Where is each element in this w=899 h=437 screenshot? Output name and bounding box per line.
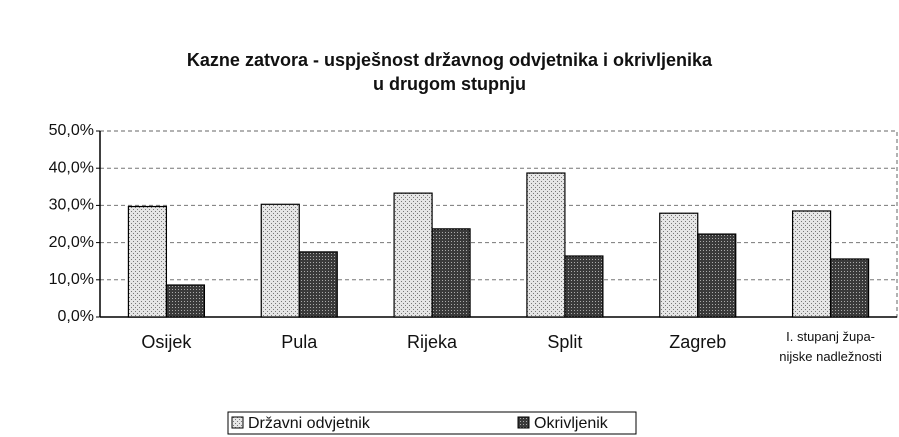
legend-swatch xyxy=(517,416,530,429)
x-tick-label: Pula xyxy=(281,332,318,352)
x-tick-label: Zagreb xyxy=(669,332,727,352)
x-tick-label: Osijek xyxy=(141,332,192,352)
bar xyxy=(393,192,433,318)
chart-title: Kazne zatvora - uspješnost državnog odvj… xyxy=(186,50,713,94)
x-tick-label: Rijeka xyxy=(407,332,458,352)
legend-box xyxy=(227,411,637,435)
legend-swatch xyxy=(231,416,244,429)
legend-label: Državni odvjetnik xyxy=(248,415,371,432)
plot-frame xyxy=(99,130,898,318)
bar xyxy=(829,258,870,318)
bar xyxy=(564,255,604,318)
bar xyxy=(431,228,471,318)
bar xyxy=(526,172,566,318)
bar xyxy=(260,203,300,318)
bar xyxy=(659,212,699,318)
x-tick-label: Split xyxy=(547,332,583,352)
bar xyxy=(165,284,206,318)
bar xyxy=(697,233,737,318)
bar xyxy=(791,210,832,318)
y-tick-label: 30,0% xyxy=(49,197,94,214)
y-tick-label: 0,0% xyxy=(58,308,94,325)
y-tick-label: 20,0% xyxy=(49,234,94,251)
y-tick-label: 10,0% xyxy=(49,271,94,288)
bar xyxy=(127,205,168,318)
bar xyxy=(298,251,338,318)
legend-label: Okrivljenik xyxy=(534,415,609,432)
y-tick-label: 40,0% xyxy=(49,159,94,176)
x-tick-label: I. stupanj župa- nijske nadležnosti xyxy=(779,329,882,364)
y-tick-label: 50,0% xyxy=(49,122,94,139)
